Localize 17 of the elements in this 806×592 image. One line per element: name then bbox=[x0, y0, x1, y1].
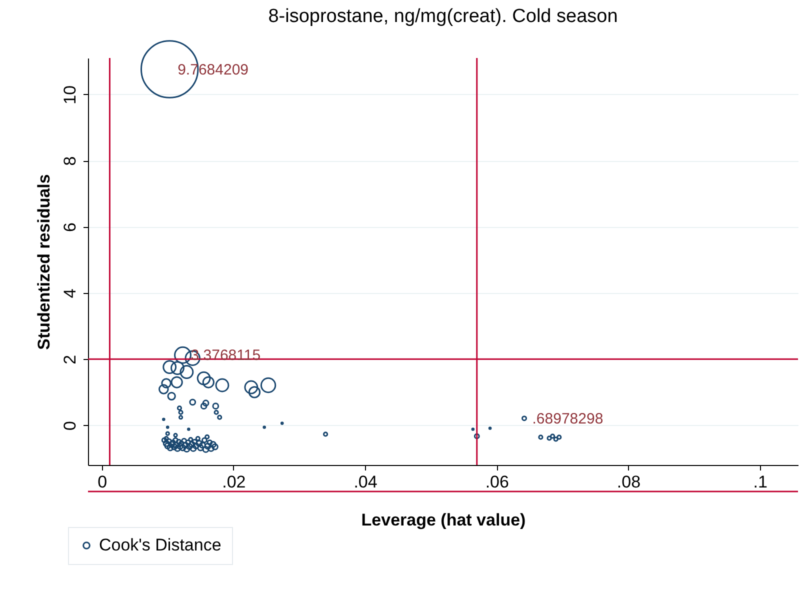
y-tick-label: 4 bbox=[60, 288, 80, 298]
x-tick-label: .06 bbox=[485, 472, 509, 492]
y-tick-label: 2 bbox=[60, 354, 80, 364]
x-tick-label: 0 bbox=[98, 472, 108, 492]
y-tick-label: 10 bbox=[60, 85, 80, 104]
x-tick-label: .02 bbox=[222, 472, 246, 492]
x-axis-title: Leverage (hat value) bbox=[361, 510, 526, 530]
annotation: .68978298 bbox=[532, 410, 604, 428]
legend-label: Cook's Distance bbox=[99, 536, 222, 554]
y-tick-label: 6 bbox=[60, 222, 80, 232]
x-tick-label: .08 bbox=[616, 472, 641, 492]
y-axis-title: Studentized residuals bbox=[34, 174, 54, 350]
y-tick-label: 0 bbox=[60, 421, 80, 431]
x-tick-label: .04 bbox=[354, 472, 378, 492]
x-tick-label: .1 bbox=[753, 472, 768, 492]
y-tick-label: 8 bbox=[60, 156, 80, 166]
chart-title: 8-isoprostane, ng/mg(creat). Cold season bbox=[268, 6, 618, 27]
